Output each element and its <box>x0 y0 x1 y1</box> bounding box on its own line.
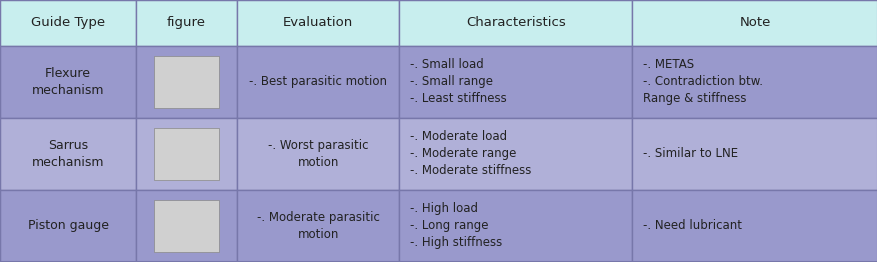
Bar <box>0 190 136 262</box>
Text: -. Need lubricant: -. Need lubricant <box>642 220 741 232</box>
Text: -. Moderate parasitic
motion: -. Moderate parasitic motion <box>257 211 379 241</box>
Bar <box>631 118 877 190</box>
Text: Sarrus
mechanism: Sarrus mechanism <box>32 139 104 169</box>
Text: Characteristics: Characteristics <box>466 17 565 29</box>
Bar <box>631 46 877 118</box>
Text: -. High load
-. Long range
-. High stiffness: -. High load -. Long range -. High stiff… <box>410 203 502 249</box>
Text: Note: Note <box>738 17 770 29</box>
Bar <box>0 0 136 46</box>
Text: Flexure
mechanism: Flexure mechanism <box>32 67 104 97</box>
Bar <box>237 0 399 46</box>
Bar <box>631 190 877 262</box>
Bar <box>237 46 399 118</box>
Bar <box>399 118 631 190</box>
Text: -. Similar to LNE: -. Similar to LNE <box>642 148 737 160</box>
Bar <box>136 0 237 46</box>
Bar <box>136 190 237 262</box>
Text: -. Small load
-. Small range
-. Least stiffness: -. Small load -. Small range -. Least st… <box>410 58 506 105</box>
Bar <box>0 46 136 118</box>
Text: -. METAS
-. Contradiction btw.
Range & stiffness: -. METAS -. Contradiction btw. Range & s… <box>642 58 762 105</box>
Bar <box>631 0 877 46</box>
Text: figure: figure <box>167 17 206 29</box>
Bar <box>136 46 237 118</box>
Text: -. Worst parasitic
motion: -. Worst parasitic motion <box>267 139 368 169</box>
Bar <box>399 0 631 46</box>
Text: -. Moderate load
-. Moderate range
-. Moderate stiffness: -. Moderate load -. Moderate range -. Mo… <box>410 130 531 177</box>
Text: Guide Type: Guide Type <box>31 17 105 29</box>
Bar <box>237 118 399 190</box>
Bar <box>153 128 219 180</box>
Text: -. Best parasitic motion: -. Best parasitic motion <box>249 75 387 88</box>
Bar <box>136 118 237 190</box>
Text: Evaluation: Evaluation <box>282 17 353 29</box>
Bar <box>399 190 631 262</box>
Bar <box>0 118 136 190</box>
Bar <box>237 190 399 262</box>
Bar <box>399 46 631 118</box>
Bar <box>153 56 219 108</box>
Bar <box>153 200 219 252</box>
Text: Piston gauge: Piston gauge <box>27 220 109 232</box>
